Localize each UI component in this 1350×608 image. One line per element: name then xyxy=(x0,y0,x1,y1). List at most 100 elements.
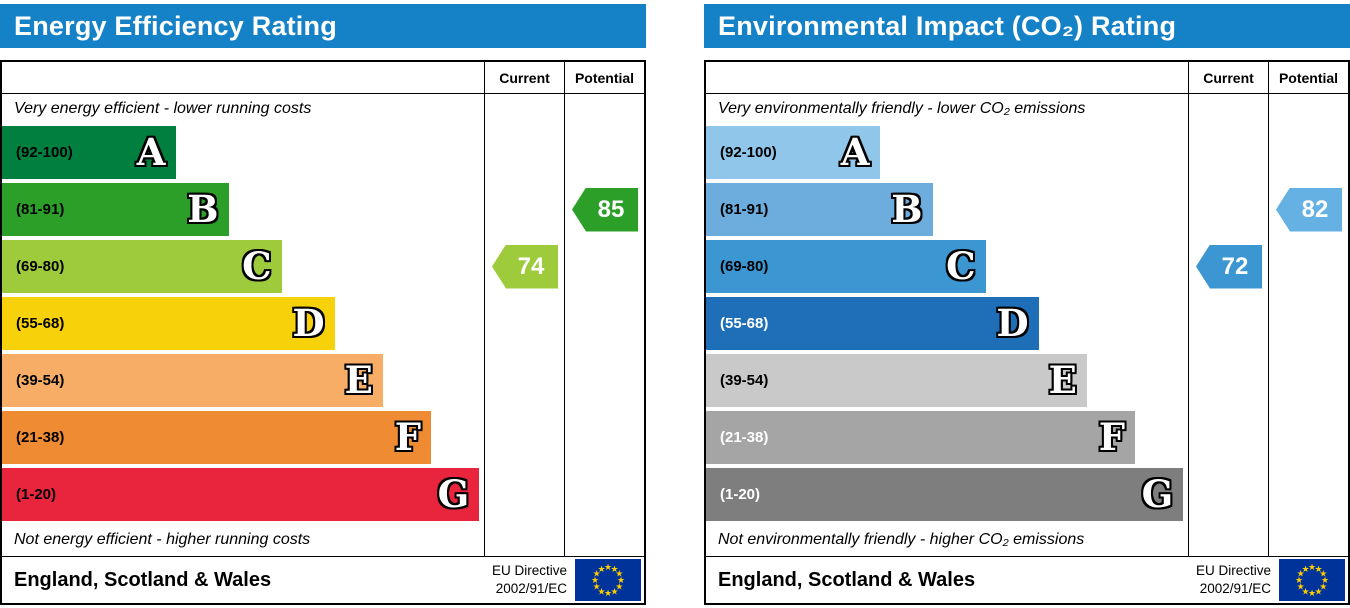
potential-rating-arrow: 85 xyxy=(572,187,638,232)
band-row: (81-91) B xyxy=(706,181,1188,238)
band-row: (1-20) G xyxy=(2,466,484,523)
band-range-label: (1-20) xyxy=(16,486,57,503)
top-note: Very environmentally friendly - lower CO… xyxy=(718,100,1086,117)
band-bar-b: (81-91) B xyxy=(2,183,229,236)
chart-title-bar: Energy Efficiency Rating xyxy=(0,4,646,48)
band-bar-g: (1-20) G xyxy=(2,468,480,521)
svg-text:★: ★ xyxy=(617,575,625,585)
current-rating-value: 74 xyxy=(517,252,545,280)
chart-footer: England, Scotland & Wales EU Directive 2… xyxy=(2,556,644,603)
svg-text:★: ★ xyxy=(1314,564,1322,574)
svg-text:★: ★ xyxy=(610,587,618,597)
band-range-label: (92-100) xyxy=(16,144,73,161)
band-row: (92-100) A xyxy=(2,124,484,181)
band-letter: A xyxy=(840,130,871,174)
band-bar-a: (92-100) A xyxy=(2,126,176,179)
current-column: 74 xyxy=(484,94,564,556)
svg-text:★: ★ xyxy=(591,575,599,585)
bottom-note: Not energy efficient - higher running co… xyxy=(14,530,311,548)
band-row: (69-80) C xyxy=(2,238,484,295)
band-letter: F xyxy=(394,415,422,459)
potential-rating-value: 82 xyxy=(1301,195,1329,223)
current-column-header: Current xyxy=(484,62,564,93)
eu-directive-text: EU Directive 2002/91/EC xyxy=(1196,562,1279,597)
eu-flag-icon: ★★★★★★★★★★★★ xyxy=(575,559,641,601)
band-row: (21-38) F xyxy=(706,409,1188,466)
current-rating-value: 72 xyxy=(1221,252,1249,280)
band-range-label: (55-68) xyxy=(720,315,769,332)
svg-text:★: ★ xyxy=(1295,575,1303,585)
column-header-spacer xyxy=(706,62,1188,93)
chart-body: Very energy efficient - lower running co… xyxy=(2,94,644,556)
band-bar-c: (69-80) C xyxy=(2,240,282,293)
band-bar-f: (21-38) F xyxy=(2,411,431,464)
band-letter: D xyxy=(995,301,1029,345)
svg-text:★: ★ xyxy=(597,587,605,597)
potential-column: 85 xyxy=(564,94,644,556)
band-range-label: (55-68) xyxy=(16,315,65,332)
band-row: (39-54) E xyxy=(2,352,484,409)
potential-column: 82 xyxy=(1268,94,1348,556)
rating-table: Current Potential Very energy efficient … xyxy=(0,60,646,605)
chart-body: Very environmentally friendly - lower CO… xyxy=(706,94,1348,556)
column-header-spacer xyxy=(2,62,484,93)
current-column-header: Current xyxy=(1188,62,1268,93)
energy-efficiency-chart: Energy Efficiency Rating Current Potenti… xyxy=(0,4,646,605)
potential-rating-arrow: 82 xyxy=(1276,187,1342,232)
svg-text:★: ★ xyxy=(597,564,605,574)
band-bar-f: (21-38) F xyxy=(706,411,1135,464)
band-row: (1-20) G xyxy=(706,466,1188,523)
column-header-row: Current Potential xyxy=(2,62,644,94)
bands: (92-100) A (81-91) B (69-80) C (55-68) D (39-54)… xyxy=(2,124,484,523)
chart-footer: England, Scotland & Wales EU Directive 2… xyxy=(706,556,1348,603)
band-letter: C xyxy=(945,244,976,288)
band-range-label: (39-54) xyxy=(720,372,769,389)
eu-directive-line2: 2002/91/EC xyxy=(1199,581,1271,596)
svg-text:★: ★ xyxy=(1314,587,1322,597)
potential-column-header: Potential xyxy=(564,62,644,93)
svg-text:★: ★ xyxy=(1297,582,1305,592)
band-letter: D xyxy=(291,301,325,345)
region-label: England, Scotland & Wales xyxy=(718,568,976,591)
band-letter: G xyxy=(437,472,471,516)
band-range-label: (21-38) xyxy=(16,429,65,446)
band-letter: B xyxy=(890,187,923,231)
svg-text:★: ★ xyxy=(1319,569,1327,579)
band-row: (92-100) A xyxy=(706,124,1188,181)
bottom-note: Not environmentally friendly - higher CO… xyxy=(718,530,1085,548)
bands-area: Very energy efficient - lower running co… xyxy=(2,94,484,556)
potential-column-header: Potential xyxy=(1268,62,1348,93)
current-rating-arrow: 74 xyxy=(492,244,558,289)
svg-text:★: ★ xyxy=(1308,562,1316,572)
band-row: (55-68) D xyxy=(706,295,1188,352)
svg-text:★: ★ xyxy=(604,562,612,572)
current-rating-arrow: 72 xyxy=(1196,244,1262,289)
environmental-impact-chart: Environmental Impact (CO₂) Rating Curren… xyxy=(704,4,1350,605)
band-bar-d: (55-68) D xyxy=(706,297,1039,350)
band-row: (69-80) C xyxy=(706,238,1188,295)
bands-area: Very environmentally friendly - lower CO… xyxy=(706,94,1188,556)
band-bar-a: (92-100) A xyxy=(706,126,880,179)
band-letter: G xyxy=(1141,472,1175,516)
eu-directive-line1: EU Directive xyxy=(491,563,567,579)
band-bar-g: (1-20) G xyxy=(706,468,1184,521)
band-range-label: (21-38) xyxy=(720,429,769,446)
band-row: (55-68) D xyxy=(2,295,484,352)
band-row: (39-54) E xyxy=(706,352,1188,409)
svg-text:★: ★ xyxy=(1301,564,1309,574)
current-column: 72 xyxy=(1188,94,1268,556)
svg-text:★: ★ xyxy=(610,564,618,574)
svg-text:★: ★ xyxy=(1297,569,1305,579)
band-range-label: (92-100) xyxy=(720,144,777,161)
band-bar-b: (81-91) B xyxy=(706,183,933,236)
svg-text:★: ★ xyxy=(593,582,601,592)
svg-text:★: ★ xyxy=(1319,582,1327,592)
chart-title-bar: Environmental Impact (CO₂) Rating xyxy=(704,4,1350,48)
rating-table: Current Potential Very environmentally f… xyxy=(704,60,1350,605)
svg-text:★: ★ xyxy=(615,569,623,579)
band-bar-c: (69-80) C xyxy=(706,240,986,293)
column-header-row: Current Potential xyxy=(706,62,1348,94)
svg-text:★: ★ xyxy=(593,569,601,579)
svg-text:★: ★ xyxy=(615,582,623,592)
